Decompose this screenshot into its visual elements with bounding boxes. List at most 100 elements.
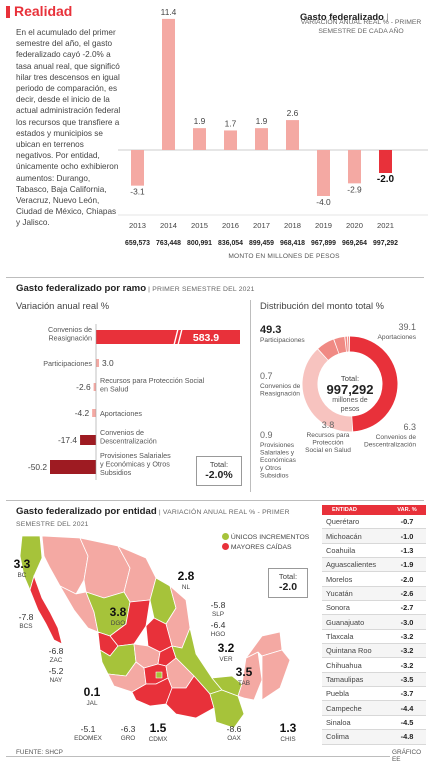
entity-var-value: -2.0 [400,574,414,584]
chart1-amount-label: 967,899 [311,240,336,247]
chart1-amount-label: 763,448 [156,240,181,247]
entity-var-value: -2.6 [400,588,414,598]
map-state-label: JAL [86,700,97,707]
chart1-subtitle: VARIACIÓN ANUAL REAL % - PRIMER SEMESTRE… [300,19,422,35]
map-value-label: 0.1 [84,685,101,699]
donut-value-label: 0.7 [260,371,273,381]
chart1-svg: -3.1 2013 659,573 11.4 2014 763,448 1.9 2015 800… [118,7,428,247]
map-value-label: -7.8 [19,612,34,622]
map-state-label: TAB [238,680,250,687]
chart1-amount-label: 997,292 [373,240,398,247]
donut-category-label: Convenios de Descentralización [364,434,416,449]
map-state-label: NL [182,584,191,591]
entity-table: ENTIDAD VAR. % Querétaro -0.7 Michoacán -1.… [322,505,426,745]
donut-center-unit: millones de pesos [332,397,368,413]
entity-name: Tamaulipas [326,674,364,684]
ramo-value-label: -2.6 [76,382,91,392]
entity-var-value: -2.7 [400,603,414,613]
donut-value-label: 39.1 [398,322,416,332]
entity-var-value: -3.0 [400,617,414,627]
entity-name: Michoacán [326,531,362,541]
donut-slice [349,336,398,432]
donut-value-label: 49.3 [260,324,281,336]
entity-var-value: -3.2 [400,631,414,641]
map-value-label: -5.8 [211,600,226,610]
map-value-label: 1.5 [150,721,167,735]
ramo-category-label: Convenios de Reasignación [48,325,92,342]
entity-table-row: Tlaxcala -3.2 [322,630,426,645]
map-state-label: NAY [50,677,63,684]
map-state-label: DGO [111,620,126,627]
entity-name: Sinaloa [326,717,351,727]
map-state-label: CHIS [280,736,295,743]
chart1-year-label: 2014 [160,221,177,230]
chart1-value-label: -4.0 [316,197,331,207]
ramo-value-label: -50.2 [28,462,47,472]
entity-name: Chihuahua [326,660,362,670]
chart1-bar [162,18,175,151]
brand-marker [6,6,10,18]
chart1-value-label: 1.9 [256,116,268,126]
entity-name: Sonora [326,603,350,613]
map-states [19,535,291,729]
state-chihuahua [79,537,131,599]
ramo-category-label: Provisiones Salariales y Económicas y Otr… [100,451,171,477]
state-cdmx [155,671,163,679]
entity-name: Morelos [326,574,353,584]
map-value-label: -6.4 [211,620,226,630]
ramo-value-label: 3.0 [102,358,114,368]
entity-name: Tlaxcala [326,631,354,641]
entity-name: Guanajuato [326,617,365,627]
chart1-value-label: 1.9 [194,116,206,126]
map-state-label: CDMX [149,736,169,743]
chart1-bar [379,150,392,173]
entity-total-label: Total: [278,572,298,581]
legend-decrease: MAYORES CAÍDAS [222,543,292,551]
chart1-bar [286,120,299,150]
legend-increase-swatch [222,533,229,540]
ramo-category-label: Recursos para Protección Social en Salud [100,376,205,393]
entity-table-row: Quintana Roo -3.2 [322,644,426,659]
chart1-value-label: -2.9 [347,184,362,194]
map-value-label: 3.2 [218,641,235,655]
entity-var-value: -4.4 [400,703,414,713]
state-sonora [41,535,89,595]
entity-var-value: -4.8 [400,732,414,742]
chart1-year-label: 2019 [315,221,332,230]
entity-table-row: Aguascalientes -1.9 [322,558,426,573]
chart1-value-label: -3.1 [130,187,145,197]
map-value-label: 3.5 [236,665,253,679]
divider-1 [6,277,424,278]
donut-category-label: Convenios de Reasignación [260,383,301,398]
entity-table-row: Querétaro -0.7 [322,515,426,530]
entity-var-value: -1.3 [400,545,414,555]
donut-value-label: 0.9 [260,430,273,440]
entity-table-row: Michoacán -1.0 [322,529,426,544]
donut-value-label: 3.8 [322,420,335,430]
donut-slice [318,339,339,361]
ramo-category-label: Convenios de Descentralización [100,428,157,445]
map-value-label: 2.8 [178,569,195,583]
donut-slice [334,336,347,354]
entity-table-row: Sinaloa -4.5 [322,716,426,731]
legend-increase: ÚNICOS INCREMENTOS [222,533,309,541]
chart1-year-label: 2015 [191,221,208,230]
chart1-amount-caption: MONTO EN MILLONES DE PESOS [228,253,340,260]
map-value-label: -6.3 [121,724,136,734]
legend-decrease-swatch [222,543,229,550]
entity-total-box: Total: -2.0 [268,568,308,598]
donut-category-label: Recursos para Protección Social en Salud [305,432,351,454]
entity-name: Campeche [326,703,362,713]
ramo-bar [80,435,96,445]
donut-slice [302,349,353,432]
map-state-label: HGO [211,631,226,638]
chart1-value-label: 2.6 [287,108,299,118]
ramo-total-box: Total: -2.0% [196,456,242,486]
ramo-value-label: -4.2 [75,408,90,418]
entity-var-value: -0.7 [400,517,414,527]
chart1-bar [193,128,206,150]
entity-table-row: Colima -4.8 [322,730,426,745]
map-state-label: BC [18,572,27,579]
entity-var-value: -1.9 [400,560,414,570]
